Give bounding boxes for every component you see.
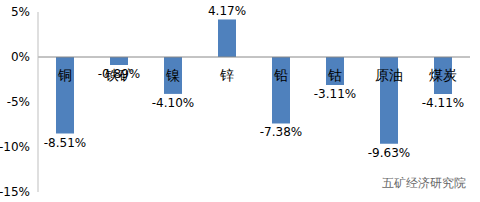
svg-text:5%: 5% (11, 5, 30, 19)
svg-text:-10%: -10% (8, 140, 30, 154)
svg-text:4.17%: 4.17% (208, 4, 246, 18)
svg-text:-8.51%: -8.51% (44, 136, 86, 150)
svg-text:-9.63%: -9.63% (368, 146, 410, 160)
svg-text:-5%: -5% (8, 95, 30, 109)
svg-text:-7.38%: -7.38% (260, 125, 302, 139)
svg-text:镍: 镍 (165, 67, 180, 83)
svg-text:-15%: -15% (8, 185, 30, 199)
svg-text:-0.89%: -0.89% (98, 67, 140, 81)
svg-text:-4.11%: -4.11% (422, 96, 464, 110)
svg-text:钴: 钴 (327, 67, 342, 83)
svg-text:原油: 原油 (375, 67, 403, 83)
svg-text:铅: 铅 (273, 67, 288, 83)
svg-text:铜: 铜 (57, 67, 72, 83)
svg-text:-3.11%: -3.11% (314, 87, 356, 101)
svg-text:-4.10%: -4.10% (152, 96, 194, 110)
svg-text:锌: 锌 (219, 67, 234, 83)
svg-text:煤炭: 煤炭 (429, 67, 457, 83)
svg-text:0%: 0% (11, 50, 30, 64)
html-text:五矿经济研究院: 五矿经济研究院 (382, 176, 466, 190)
